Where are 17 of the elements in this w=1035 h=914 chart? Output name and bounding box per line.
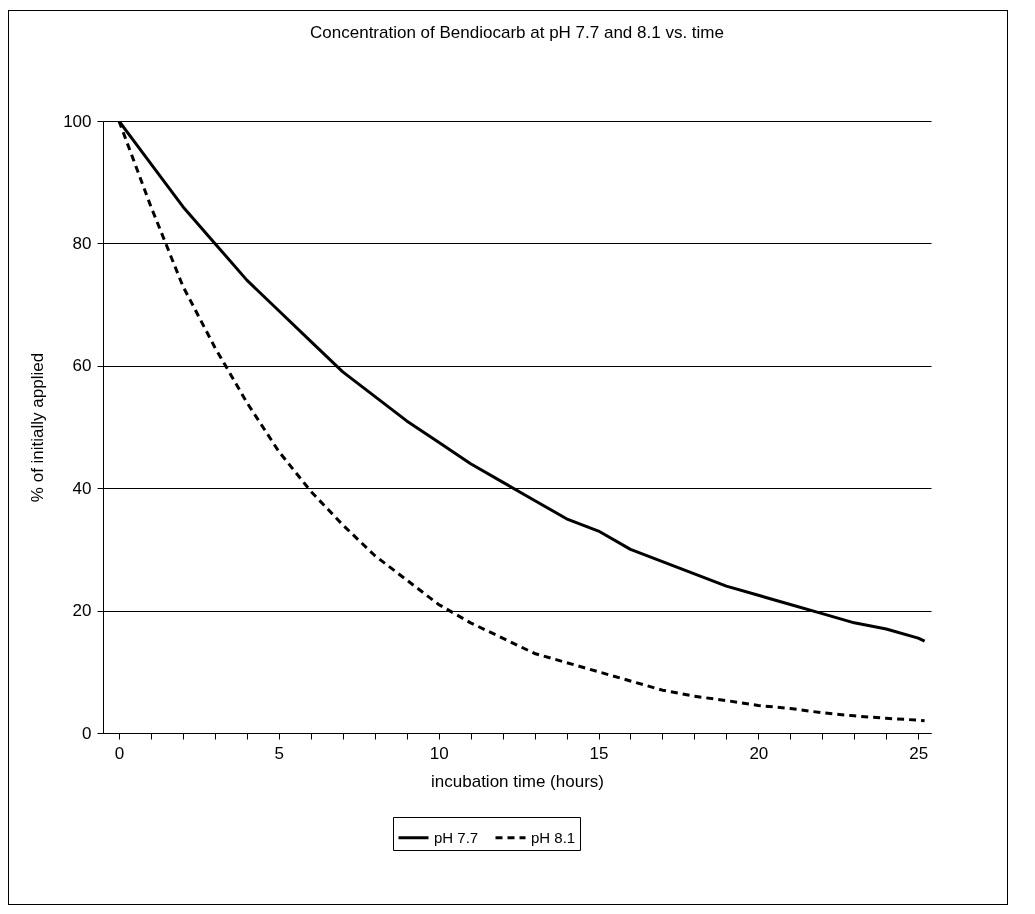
x-tick-label: 25 bbox=[909, 743, 929, 763]
legend-label: pH 7.7 bbox=[434, 828, 479, 846]
y-tick-label: 60 bbox=[72, 356, 92, 376]
x-tick-label: 5 bbox=[274, 743, 285, 763]
y-axis-title: % of initially applied bbox=[28, 352, 48, 503]
y-tick-label: 40 bbox=[72, 478, 92, 498]
x-axis-title: incubation time (hours) bbox=[431, 771, 604, 791]
x-tick-label: 10 bbox=[429, 743, 449, 763]
x-tick-label: 20 bbox=[749, 743, 769, 763]
y-tick-label: 80 bbox=[72, 233, 92, 253]
y-tick-label: 20 bbox=[72, 601, 92, 621]
legend-label: pH 8.1 bbox=[531, 828, 576, 846]
y-tick-label: 0 bbox=[82, 723, 92, 743]
y-tick-label: 100 bbox=[63, 111, 92, 131]
x-tick-label: 0 bbox=[114, 743, 125, 763]
x-tick-label: 15 bbox=[589, 743, 609, 763]
chart-title: Concentration of Bendiocarb at pH 7.7 and 8.1 vs. time bbox=[310, 23, 724, 42]
